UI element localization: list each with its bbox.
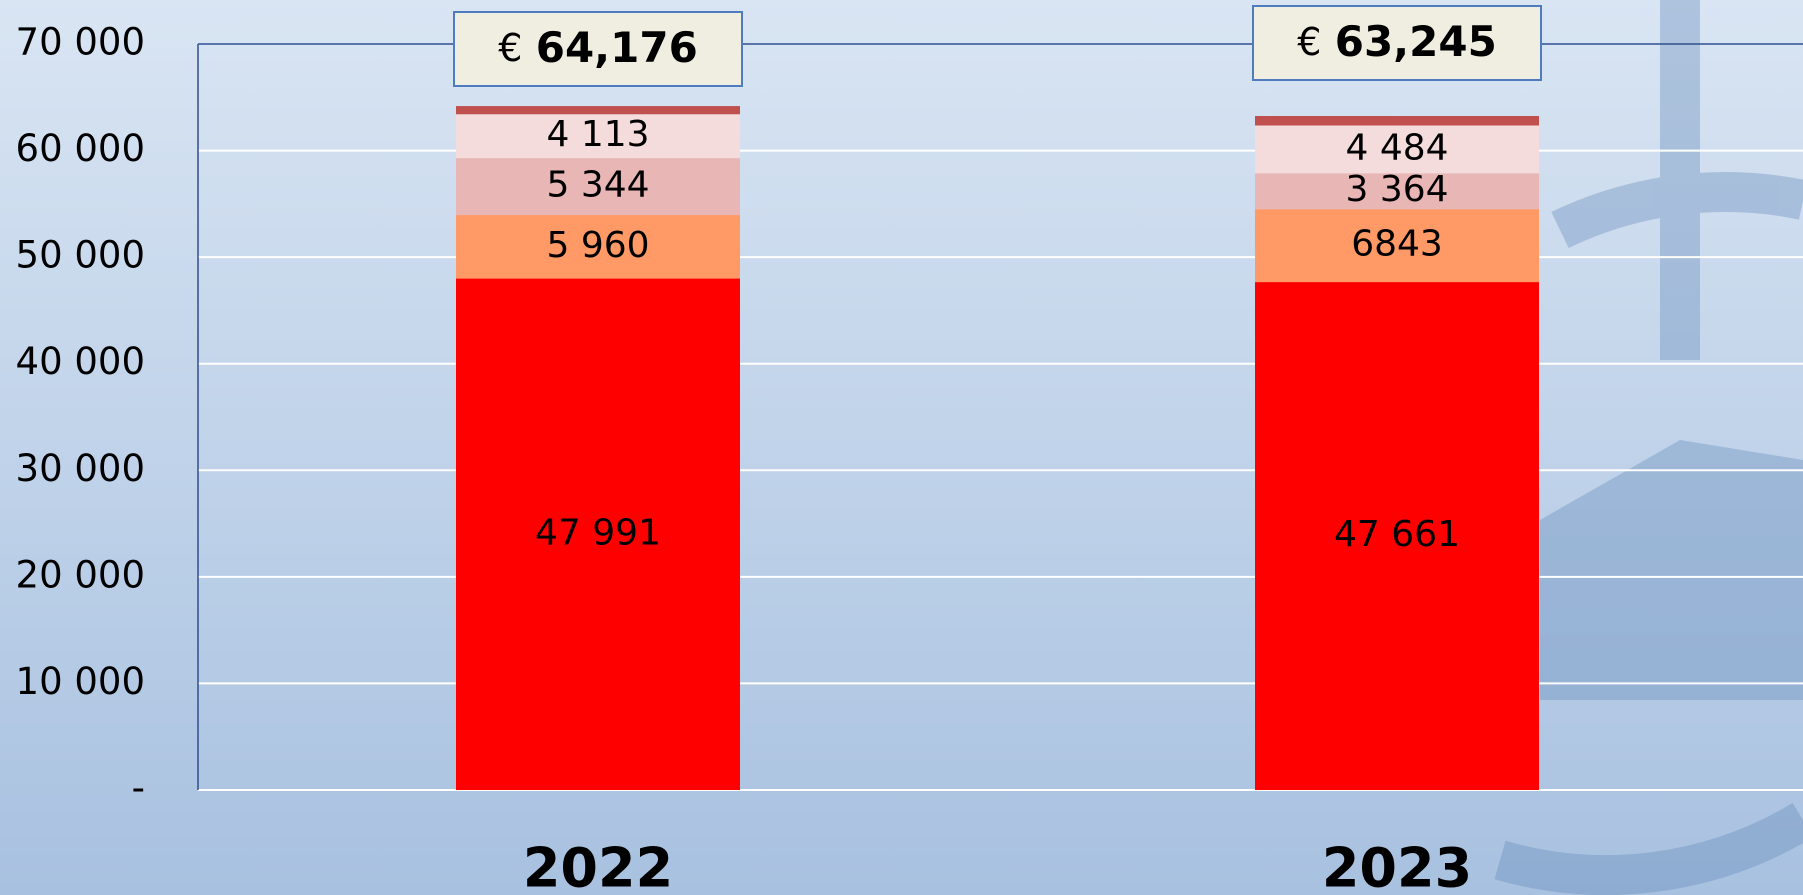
y-tick-label: - [132, 767, 145, 810]
data-label: 3 364 [1345, 169, 1448, 210]
y-tick-label: 60 000 [16, 127, 145, 170]
y-tick-label: 30 000 [16, 447, 145, 490]
y-tick-label: 10 000 [16, 660, 145, 703]
bar-segment [456, 114, 740, 159]
total-value: 63,245 [1335, 17, 1497, 66]
bar-segment [456, 106, 740, 115]
bar-segment [1255, 125, 1539, 174]
data-label: 6843 [1351, 224, 1443, 265]
x-tick-label: 2023 [1322, 837, 1472, 895]
total-label: € 64,176 [498, 23, 698, 72]
y-tick-label: 40 000 [16, 340, 145, 383]
bar-segment [456, 158, 740, 216]
bar-segment [1255, 173, 1539, 210]
data-label: 5 960 [546, 225, 649, 266]
total-prefix: € [498, 26, 522, 70]
bar-segment [456, 215, 740, 279]
data-label: 47 991 [535, 512, 661, 553]
bar-segment [1255, 282, 1539, 790]
data-label: 4 484 [1345, 127, 1448, 168]
total-box [1252, 5, 1542, 81]
bar-segment [1255, 209, 1539, 283]
total-box [453, 11, 743, 87]
y-tick-label: 70 000 [16, 21, 145, 64]
bar-segment [1255, 115, 1539, 126]
y-tick-label: 50 000 [16, 234, 145, 277]
total-value: 64,176 [536, 23, 698, 72]
total-prefix: € [1297, 20, 1321, 64]
y-tick-label: 20 000 [16, 553, 145, 596]
x-tick-label: 2022 [523, 837, 673, 895]
data-label: 5 344 [546, 165, 649, 206]
data-label: 47 661 [1334, 514, 1460, 555]
total-label: € 63,245 [1297, 17, 1497, 66]
watermark [1494, 0, 1803, 895]
data-label: 4 113 [546, 114, 649, 155]
bar-segment [456, 278, 740, 790]
